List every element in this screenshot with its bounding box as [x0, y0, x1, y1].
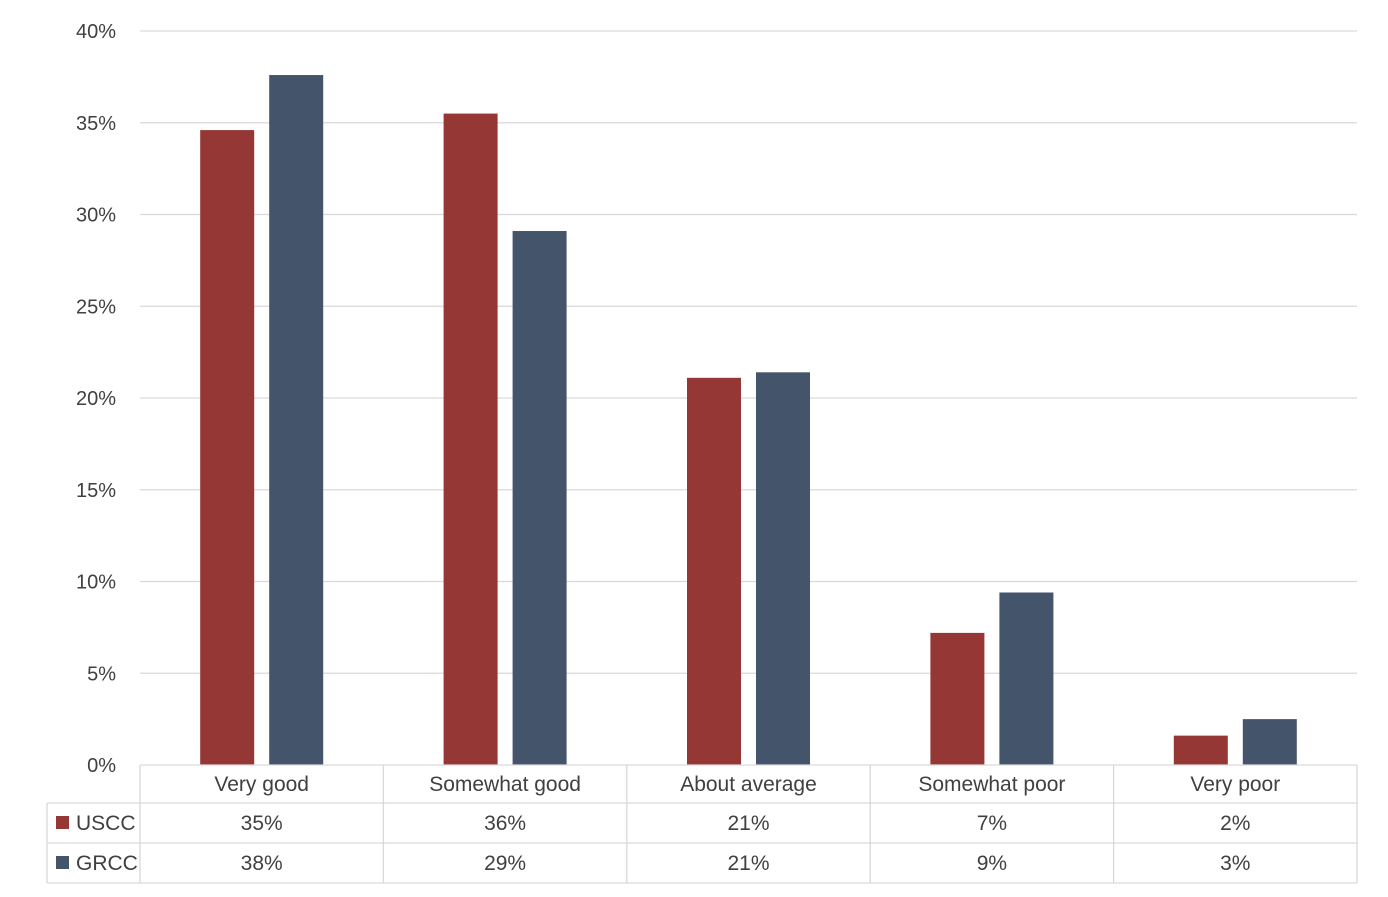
bar-grcc: [512, 231, 567, 765]
bar-grcc: [756, 372, 810, 765]
data-table: Very good Somewhat good About average Somew…: [46, 764, 1358, 884]
y-tick-label: 15%: [76, 480, 116, 502]
table-cell: 21%: [727, 812, 769, 835]
category-label: Very poor: [1190, 773, 1280, 796]
legend-swatch-grcc: [56, 856, 69, 869]
y-tick-label: 30%: [76, 205, 116, 227]
bar-grcc: [1242, 719, 1297, 765]
gridlines: [140, 30, 1357, 674]
category-label: Very good: [214, 773, 309, 796]
table-cell: 35%: [241, 812, 283, 835]
legend-label: GRCC: [76, 852, 138, 875]
y-tick-label: 5%: [87, 663, 116, 685]
table-cell: 38%: [241, 852, 283, 875]
bar-uscc: [1173, 735, 1228, 765]
bars: [200, 75, 1297, 766]
y-tick-label: 25%: [76, 296, 116, 318]
y-axis-ticks: 0% 5% 10% 15% 20% 25% 30% 35% 40%: [76, 21, 116, 777]
category-label: About average: [680, 773, 817, 796]
table-cell: 7%: [977, 812, 1007, 835]
bar-grcc: [999, 592, 1054, 765]
bar-uscc: [200, 130, 255, 766]
table-cell: 9%: [977, 852, 1007, 875]
table-cell: 21%: [727, 852, 769, 875]
table-cell: 29%: [484, 852, 526, 875]
legend-label: USCC: [76, 812, 136, 835]
category-label: Somewhat poor: [918, 773, 1065, 796]
bar-grcc: [269, 75, 324, 766]
y-tick-label: 0%: [87, 755, 116, 777]
y-tick-label: 40%: [76, 21, 116, 43]
table-cell: 3%: [1220, 852, 1250, 875]
category-label: Somewhat good: [429, 773, 581, 796]
table-cell: 36%: [484, 812, 526, 835]
y-tick-label: 35%: [76, 113, 116, 135]
y-tick-label: 10%: [76, 572, 116, 594]
bar-uscc: [443, 113, 498, 765]
bar-uscc: [687, 377, 741, 765]
y-tick-label: 20%: [76, 388, 116, 410]
legend-swatch-uscc: [56, 816, 69, 829]
bar-uscc: [930, 632, 985, 765]
table-cell: 2%: [1220, 812, 1250, 835]
